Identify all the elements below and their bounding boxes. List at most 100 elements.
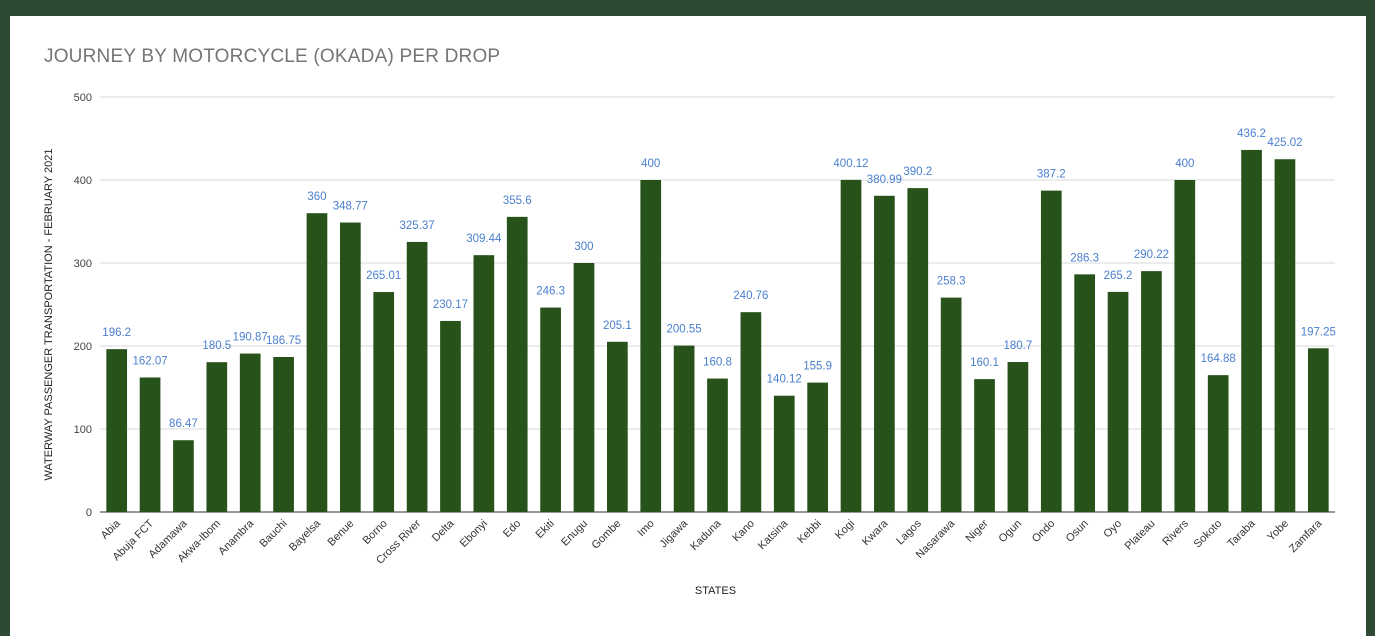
bar (1174, 180, 1196, 512)
data-label: 348.77 (333, 201, 368, 213)
x-tick-label: Niger (964, 517, 991, 544)
data-label: 162.07 (132, 355, 167, 367)
bar (1074, 274, 1096, 512)
data-label: 155.9 (803, 361, 832, 373)
x-tick-label: Gombe (589, 518, 623, 552)
x-tick-label: Bauchi (257, 518, 289, 550)
y-tick-label: 400 (74, 175, 92, 187)
data-label: 160.1 (970, 357, 999, 369)
bar (173, 440, 194, 512)
x-tick-label: Kwara (860, 517, 891, 548)
chart-title: JOURNEY BY MOTORCYCLE (OKADA) PER DROP (44, 46, 501, 67)
data-label: 140.12 (767, 374, 802, 386)
x-tick-label: Rivers (1160, 517, 1191, 548)
x-tick-label: Osun (1064, 518, 1091, 545)
bar (1107, 291, 1129, 512)
bar (206, 362, 228, 512)
x-tick-label: Kebbi (795, 518, 823, 546)
bar (139, 377, 161, 512)
data-label: 190.87 (233, 332, 268, 344)
bar (339, 222, 361, 512)
y-tick-label: 500 (74, 92, 92, 104)
data-label: 400 (641, 158, 660, 170)
x-tick-label: Imo (635, 518, 656, 539)
x-tick-label: Lagos (894, 517, 924, 547)
x-tick-label: Enugu (559, 518, 590, 549)
bar (473, 255, 495, 512)
data-label: 200.55 (667, 324, 702, 336)
data-label: 258.3 (937, 276, 966, 288)
data-label: 355.6 (503, 195, 532, 207)
data-label: 180.7 (1004, 340, 1033, 352)
x-tick-label: Delta (430, 517, 457, 544)
data-label: 309.44 (466, 233, 502, 245)
bar (940, 297, 962, 512)
x-tick-label: Ondo (1030, 518, 1058, 546)
y-tick-label: 200 (74, 341, 92, 353)
data-label: 286.3 (1070, 252, 1099, 264)
bar (1207, 375, 1229, 512)
bar (874, 195, 895, 512)
data-label: 265.2 (1104, 270, 1133, 282)
x-tick-label: Yobe (1265, 518, 1291, 544)
y-tick-label: 300 (74, 258, 92, 270)
data-label: 400 (1175, 158, 1194, 170)
bar (1274, 159, 1296, 512)
x-tick-label: Ogun (997, 518, 1025, 546)
y-tick-label: 100 (74, 424, 92, 436)
data-label: 160.8 (703, 357, 732, 369)
x-tick-label: Borno (361, 518, 390, 547)
bar (373, 292, 395, 512)
x-tick-label: Sokoto (1192, 518, 1225, 551)
bar (573, 263, 595, 512)
x-tick-label: Anambra (216, 517, 257, 558)
x-tick-label: Ekiti (534, 518, 557, 541)
bar (239, 353, 261, 512)
data-label: 205.1 (603, 320, 632, 332)
bar (1040, 190, 1062, 512)
bar (840, 179, 862, 513)
bar (540, 307, 561, 512)
x-tick-label: Plateau (1123, 518, 1158, 553)
bar (607, 341, 628, 512)
x-tick-label: Zamfara (1287, 517, 1325, 555)
bar (506, 216, 528, 513)
data-label: 300 (574, 241, 593, 253)
data-label: 325.37 (400, 220, 435, 232)
data-label: 86.47 (169, 418, 198, 430)
data-label: 196.2 (102, 327, 131, 339)
y-axis-title: WATERWAY PASSENGER TRANSPORTATION - FEBR… (43, 149, 55, 481)
bar (807, 382, 828, 512)
x-tick-label: Kaduna (688, 517, 724, 553)
bar (740, 312, 762, 512)
bar (773, 395, 795, 512)
data-label: 240.76 (733, 290, 768, 302)
data-label: 186.75 (266, 335, 301, 347)
data-label: 436.2 (1237, 128, 1266, 140)
data-label: 290.22 (1134, 249, 1169, 261)
x-tick-label: Bayelsa (287, 517, 324, 554)
x-tick-label: Kogi (833, 518, 857, 542)
bar (106, 349, 128, 512)
x-tick-label: Ebonyi (458, 518, 490, 550)
bar (1141, 271, 1162, 512)
data-label: 400.12 (833, 158, 868, 170)
x-axis-title: STATES (695, 585, 736, 597)
bar (974, 379, 995, 512)
data-label: 387.2 (1037, 169, 1066, 181)
bar (406, 241, 428, 512)
x-tick-label: Benue (325, 518, 356, 549)
data-label: 390.2 (903, 166, 932, 178)
bar (1241, 149, 1262, 513)
x-tick-label: Taraba (1225, 517, 1258, 550)
data-label: 246.3 (536, 286, 565, 298)
data-label: 425.02 (1267, 137, 1302, 149)
bar (907, 188, 929, 512)
data-label: 180.5 (202, 340, 231, 352)
bar (306, 213, 328, 512)
bar (640, 180, 662, 512)
y-tick-label: 0 (86, 507, 92, 519)
chart-card: JOURNEY BY MOTORCYCLE (OKADA) PER DROP (10, 16, 1366, 636)
x-tick-label: Edo (501, 518, 523, 540)
